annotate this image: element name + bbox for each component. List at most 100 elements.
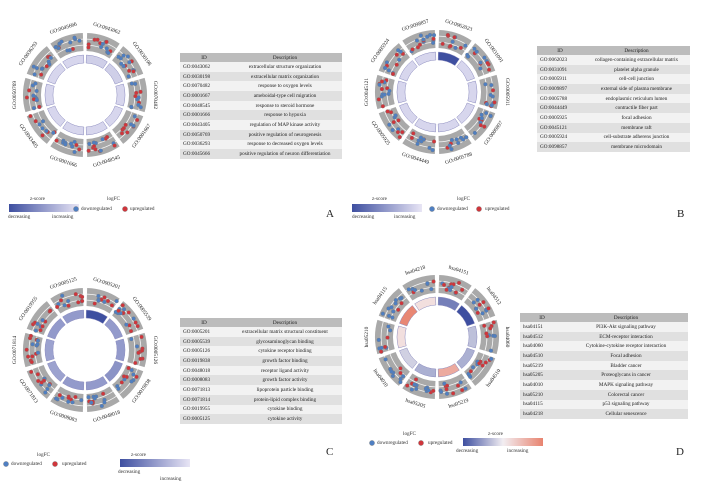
gene-dot-up <box>396 307 401 312</box>
table-row: GO:0045666 positive regulation of neuron … <box>180 149 342 159</box>
gene-dot-down <box>379 345 384 350</box>
gene-dot-down <box>431 40 436 45</box>
gene-dot-up <box>453 290 458 295</box>
table-row: GO:0005539 glycosaminoglycan binding <box>180 336 342 347</box>
gene-dot-down <box>466 371 471 376</box>
gene-dot-up <box>40 324 45 329</box>
gene-dot-up <box>396 118 401 123</box>
gene-dot-down <box>131 372 136 377</box>
gene-dot-down <box>125 54 130 59</box>
gene-dot-down <box>489 83 494 88</box>
gene-dot-down <box>471 300 476 305</box>
zscore-bar <box>414 363 437 378</box>
gene-dot-down <box>386 324 391 329</box>
sector-hsa04151: hsa04151 <box>437 265 472 311</box>
gene-dot-up <box>468 369 473 374</box>
row-id: GO:0071813 <box>180 385 228 395</box>
row-id: GO:0030198 <box>180 71 228 82</box>
gene-dot-down <box>458 380 463 385</box>
gene-dot-down <box>415 141 420 146</box>
zscore-bar <box>115 83 126 107</box>
gene-dot-down <box>398 380 403 385</box>
table-header-description: Description <box>228 318 342 327</box>
gene-dot-down <box>449 285 454 290</box>
row-description: ameboidal-type cell migration <box>228 91 342 101</box>
zscore-bar <box>399 60 418 82</box>
gene-dot-down <box>398 49 403 54</box>
row-id: GO:0005911 <box>537 74 583 85</box>
legend-logfc-title: logFC <box>107 196 120 202</box>
sector-GO:0005911: GO:0005911 <box>467 74 510 110</box>
gene-dot-up <box>37 104 42 109</box>
row-id: hsa04510 <box>520 351 564 361</box>
sector-label: GO:0001666 <box>49 155 78 169</box>
legend-decreasing: decreasing <box>8 214 31 220</box>
gene-dot-down <box>68 141 74 146</box>
gene-dot-up <box>123 122 128 127</box>
gene-dot-down <box>99 45 104 50</box>
row-description: collagen-containing extracellular matrix <box>583 55 690 65</box>
zscore-bar <box>437 118 460 133</box>
gene-dot-down <box>36 350 41 355</box>
zscore-gradient-bar-d <box>463 438 543 446</box>
gene-dot-up <box>112 143 117 148</box>
sector-GO:0019838: GO:0019838 <box>104 360 153 404</box>
gene-dot-down <box>100 137 105 142</box>
legend-downregulated: downregulated <box>81 206 112 212</box>
legend-logfc-title: logFC <box>403 431 416 437</box>
gene-dot-up <box>448 43 453 49</box>
gene-dot-up <box>441 282 447 287</box>
gene-dot-down <box>35 321 40 326</box>
gene-dot-up <box>440 41 445 46</box>
gene-dot-down <box>489 356 494 361</box>
table-header-id: ID <box>180 53 228 62</box>
table-header-id: ID <box>180 318 228 327</box>
zscore-bar <box>456 102 475 124</box>
gene-dot-up <box>431 36 436 41</box>
row-id: GO:0070482 <box>180 81 228 92</box>
gene-dot-up <box>405 383 410 388</box>
gene-dot-up <box>24 95 29 100</box>
gene-dot-up <box>410 47 415 52</box>
gene-dot-up <box>125 130 130 135</box>
table-header-id: ID <box>520 313 564 322</box>
gene-dot-down <box>126 74 131 79</box>
row-id: GO:0009897 <box>537 84 583 94</box>
gene-dot-down <box>51 130 56 135</box>
gene-dot-up <box>38 328 43 333</box>
row-description: extracellular matrix organization <box>228 71 342 82</box>
gene-dot-up <box>102 295 107 300</box>
gene-dot-down <box>456 140 461 146</box>
gene-dot-down <box>30 342 35 347</box>
panel-letter-b: B <box>677 208 685 220</box>
gene-dot-up <box>92 301 97 306</box>
row-description: cytokine receptor binding <box>228 346 342 357</box>
gene-dot-up <box>388 110 394 115</box>
gene-dot-down <box>488 113 493 119</box>
gene-dot-down <box>430 148 435 153</box>
gene-dot-up <box>482 124 487 129</box>
row-description: cell-cell junction <box>583 74 690 85</box>
table-row: hsa04218 Cellular senescence <box>520 409 688 419</box>
gene-dot-up <box>379 79 385 84</box>
gene-dot-down <box>419 139 424 144</box>
sector-GO:0045666: GO:0045666 <box>49 21 85 69</box>
gene-dot-up <box>133 360 138 366</box>
gene-dot-up <box>451 391 456 396</box>
row-description: glycosaminoglycan binding <box>228 336 342 347</box>
row-id: GO:0048018 <box>180 365 228 376</box>
gene-dot-down <box>386 313 392 318</box>
gene-dot-up <box>86 45 91 50</box>
row-description: platelet alpha granule <box>583 64 690 75</box>
sector-label: GO:0098857 <box>401 18 430 32</box>
gene-dot-up <box>458 45 463 50</box>
zscore-bar <box>104 360 123 382</box>
gene-dot-up <box>39 380 44 385</box>
gene-dot-down <box>383 357 388 362</box>
gene-dot-down <box>470 365 476 370</box>
gene-dot-down <box>134 344 140 349</box>
gene-dot-up <box>119 131 125 136</box>
gene-dot-up <box>482 323 487 328</box>
gene-dot-up <box>33 119 38 124</box>
gene-dot-down <box>428 33 433 38</box>
